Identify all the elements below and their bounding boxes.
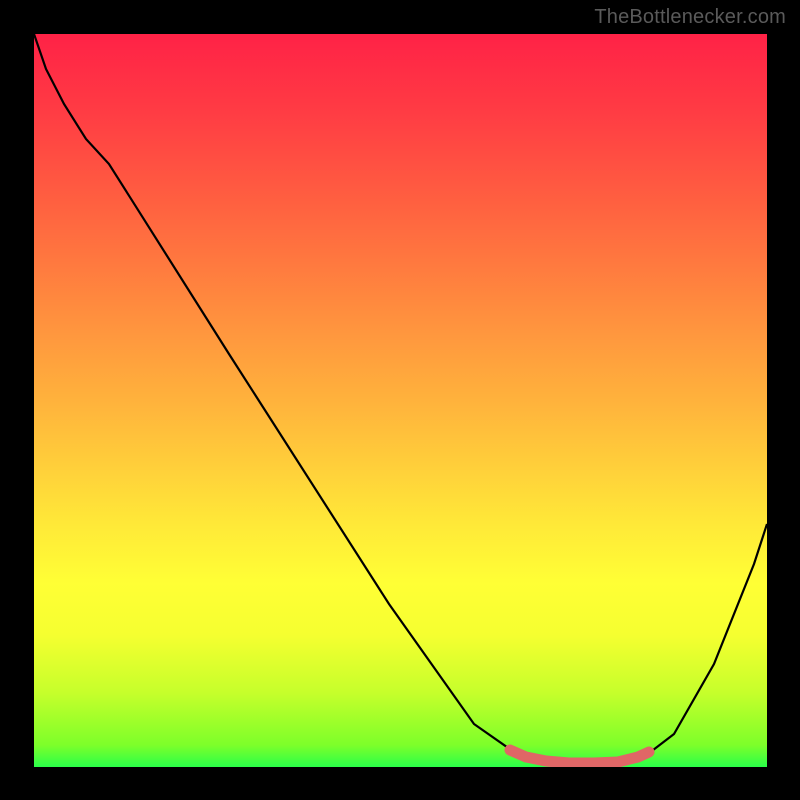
bottleneck-curve xyxy=(34,34,767,767)
watermark-text: TheBottlenecker.com xyxy=(594,6,786,29)
plot-area xyxy=(34,34,767,767)
